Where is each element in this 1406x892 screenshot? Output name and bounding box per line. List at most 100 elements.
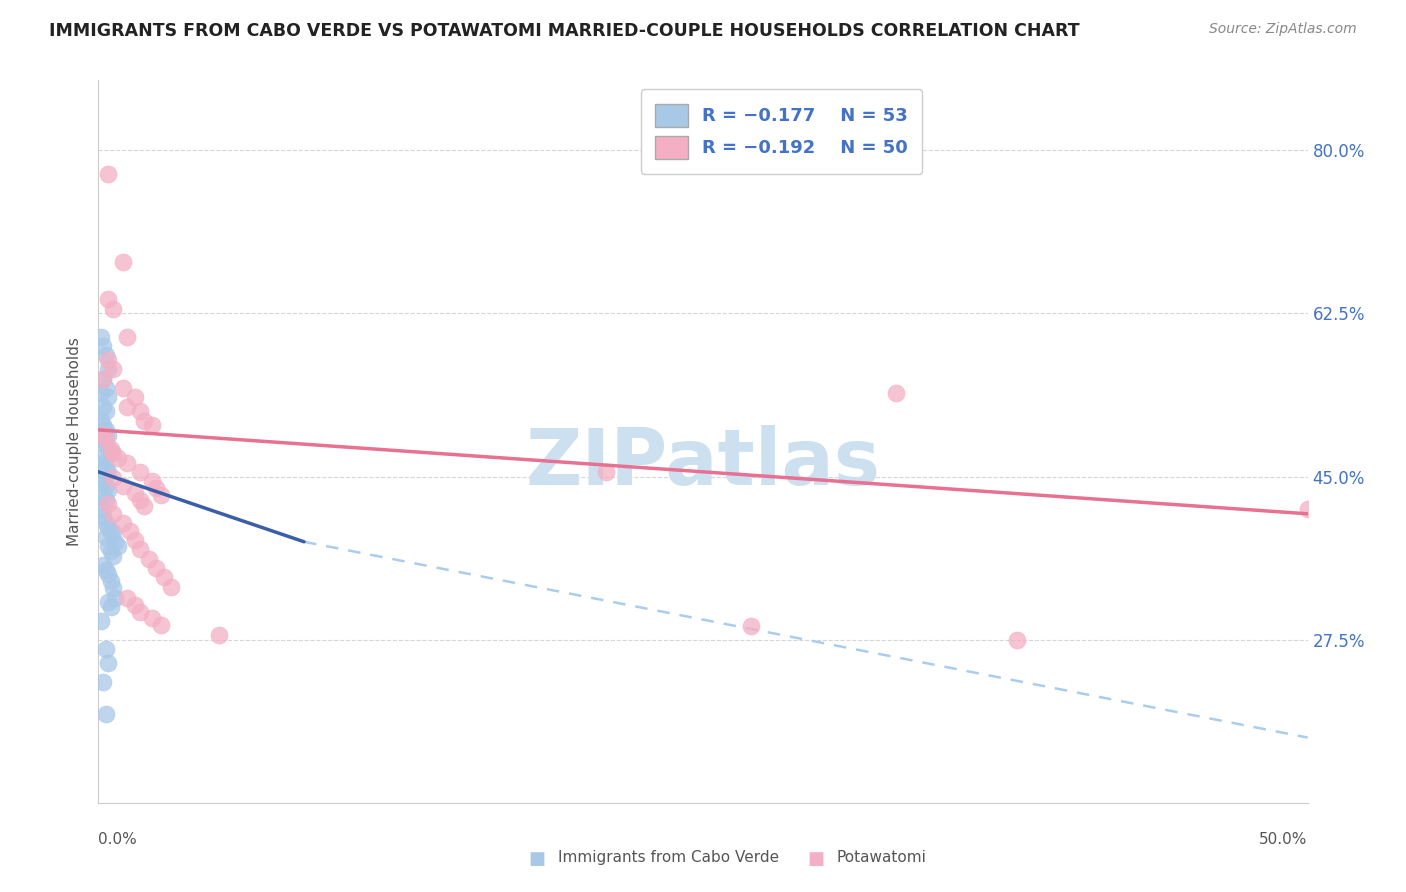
Point	[107, 450, 129, 465]
Point	[160, 580, 183, 594]
Point	[94, 479, 117, 493]
Point	[97, 390, 120, 404]
Point	[101, 525, 124, 540]
Point	[1296, 502, 1319, 516]
Point	[97, 567, 120, 582]
Point	[90, 502, 112, 516]
Text: IMMIGRANTS FROM CABO VERDE VS POTAWATOMI MARRIED-COUPLE HOUSEHOLDS CORRELATION C: IMMIGRANTS FROM CABO VERDE VS POTAWATOMI…	[49, 22, 1080, 40]
Point	[97, 595, 120, 609]
Point	[91, 400, 114, 414]
Point	[128, 404, 150, 418]
Text: ■: ■	[529, 850, 546, 868]
Point	[740, 618, 762, 632]
Point	[100, 446, 122, 460]
Point	[101, 582, 124, 596]
Point	[101, 362, 124, 376]
Point	[91, 456, 114, 470]
Point	[94, 381, 117, 395]
Point	[100, 442, 122, 456]
Point	[97, 167, 120, 181]
Point	[118, 524, 141, 538]
Point	[141, 418, 163, 433]
Point	[117, 591, 139, 605]
Point	[90, 614, 112, 628]
Point	[94, 460, 117, 475]
Point	[150, 488, 173, 502]
Point	[97, 521, 120, 535]
Point	[91, 339, 114, 353]
Point	[94, 530, 117, 544]
Point	[101, 446, 124, 460]
Point	[97, 498, 120, 512]
Point	[97, 483, 120, 498]
Point	[111, 516, 134, 530]
Point	[94, 404, 117, 418]
Point	[101, 301, 124, 316]
Point	[124, 486, 146, 500]
Point	[97, 353, 120, 368]
Point	[91, 508, 114, 523]
Point	[1007, 632, 1029, 647]
Point	[90, 450, 112, 465]
Point	[128, 605, 150, 619]
Point	[91, 558, 114, 572]
Point	[124, 390, 146, 404]
Point	[94, 492, 117, 507]
Point	[97, 540, 120, 554]
Text: ZIPatlas: ZIPatlas	[526, 425, 880, 501]
Point	[91, 427, 114, 442]
Point	[97, 465, 120, 479]
Text: Immigrants from Cabo Verde: Immigrants from Cabo Verde	[558, 850, 779, 864]
Point	[91, 488, 114, 502]
Point	[100, 574, 122, 588]
Legend: R = −0.177    N = 53, R = −0.192    N = 50: R = −0.177 N = 53, R = −0.192 N = 50	[641, 89, 922, 174]
Point	[134, 500, 156, 514]
Point	[111, 479, 134, 493]
Text: ■: ■	[807, 850, 824, 868]
Point	[100, 600, 122, 615]
Point	[91, 418, 114, 433]
Point	[97, 362, 120, 376]
Point	[101, 471, 124, 485]
Point	[141, 611, 163, 625]
Point	[90, 385, 112, 400]
Point	[595, 465, 617, 479]
Point	[145, 561, 167, 575]
Point	[138, 551, 160, 566]
Point	[128, 492, 150, 507]
Text: 0.0%: 0.0%	[98, 831, 138, 847]
Point	[90, 413, 112, 427]
Point	[124, 533, 146, 547]
Point	[117, 329, 139, 343]
Point	[124, 598, 146, 612]
Point	[94, 432, 117, 446]
Point	[94, 516, 117, 530]
Point	[117, 456, 139, 470]
Point	[104, 534, 127, 549]
Point	[128, 542, 150, 557]
Point	[97, 293, 120, 307]
Text: Source: ZipAtlas.com: Source: ZipAtlas.com	[1209, 22, 1357, 37]
Point	[94, 642, 117, 657]
Text: Potawatomi: Potawatomi	[837, 850, 927, 864]
Point	[145, 481, 167, 495]
Point	[97, 656, 120, 670]
Point	[134, 413, 156, 427]
Point	[886, 385, 908, 400]
Point	[141, 474, 163, 488]
Point	[101, 507, 124, 521]
Point	[91, 371, 114, 385]
Point	[94, 707, 117, 722]
Text: 50.0%: 50.0%	[1260, 831, 1308, 847]
Point	[104, 591, 127, 605]
Point	[97, 442, 120, 456]
Point	[94, 348, 117, 362]
Point	[91, 432, 114, 446]
Point	[100, 544, 122, 558]
Point	[117, 400, 139, 414]
Point	[111, 255, 134, 269]
Point	[91, 371, 114, 385]
Point	[152, 570, 174, 584]
Point	[90, 329, 112, 343]
Point	[97, 427, 120, 442]
